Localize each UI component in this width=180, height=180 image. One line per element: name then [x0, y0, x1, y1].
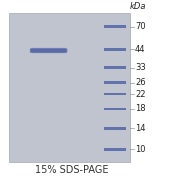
- Text: 14: 14: [135, 124, 145, 133]
- Bar: [104, 25, 126, 28]
- Bar: [104, 48, 126, 51]
- Text: 70: 70: [135, 22, 146, 31]
- Bar: [104, 107, 126, 110]
- Text: 33: 33: [135, 63, 146, 72]
- Text: kDa: kDa: [130, 2, 146, 11]
- FancyBboxPatch shape: [31, 48, 66, 52]
- Text: 26: 26: [135, 78, 146, 87]
- Text: 18: 18: [135, 104, 146, 113]
- FancyBboxPatch shape: [32, 48, 66, 52]
- Text: 22: 22: [135, 89, 145, 98]
- Text: 15% SDS-PAGE: 15% SDS-PAGE: [35, 165, 109, 175]
- FancyBboxPatch shape: [30, 48, 67, 53]
- FancyBboxPatch shape: [32, 49, 66, 53]
- Text: 10: 10: [135, 145, 145, 154]
- Bar: [9, 13, 130, 162]
- Bar: [104, 66, 126, 69]
- Bar: [104, 127, 126, 130]
- FancyBboxPatch shape: [31, 49, 66, 53]
- Bar: [104, 81, 126, 84]
- Text: 44: 44: [135, 45, 145, 54]
- Bar: [104, 93, 126, 95]
- Bar: [104, 148, 126, 151]
